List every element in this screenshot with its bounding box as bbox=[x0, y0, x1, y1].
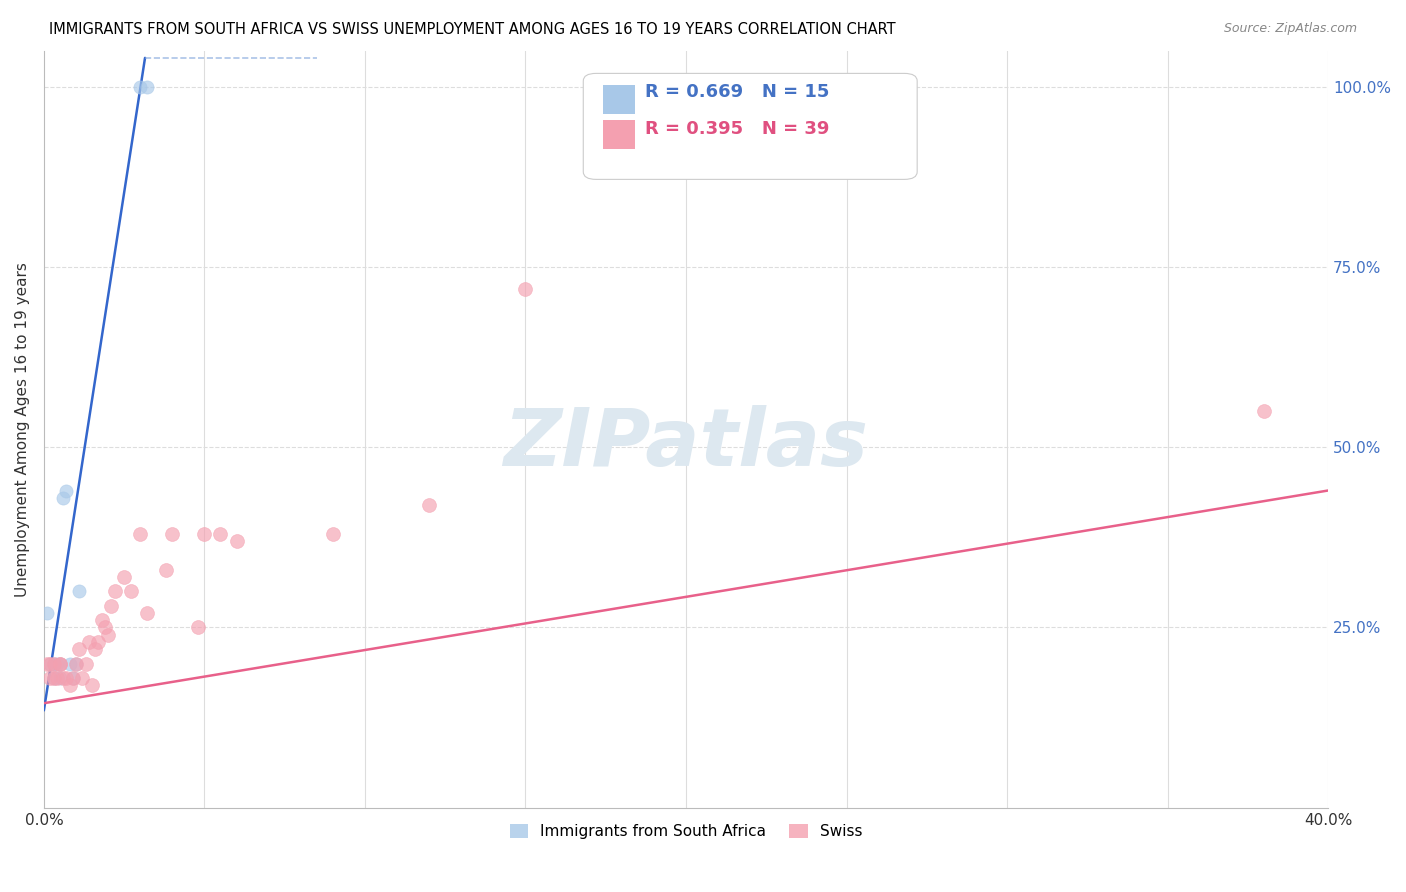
Point bbox=[62, 671, 84, 685]
Point bbox=[129, 526, 152, 541]
Point bbox=[39, 671, 62, 685]
Point bbox=[35, 606, 58, 620]
Y-axis label: Unemployment Among Ages 16 to 19 years: Unemployment Among Ages 16 to 19 years bbox=[15, 261, 30, 597]
Point bbox=[418, 498, 440, 512]
Point bbox=[55, 671, 77, 685]
Point bbox=[155, 563, 177, 577]
Point bbox=[58, 657, 80, 671]
FancyBboxPatch shape bbox=[583, 73, 917, 179]
Text: Source: ZipAtlas.com: Source: ZipAtlas.com bbox=[1223, 22, 1357, 36]
Point bbox=[49, 657, 72, 671]
Point bbox=[55, 483, 77, 498]
Point bbox=[35, 657, 58, 671]
Point bbox=[120, 584, 142, 599]
Point bbox=[162, 526, 184, 541]
Point bbox=[67, 584, 90, 599]
Point bbox=[49, 657, 72, 671]
Text: ZIPatlas: ZIPatlas bbox=[503, 405, 869, 483]
Point bbox=[39, 657, 62, 671]
Point bbox=[42, 657, 65, 671]
Point bbox=[187, 620, 209, 634]
FancyBboxPatch shape bbox=[603, 85, 634, 113]
Point bbox=[75, 657, 97, 671]
Point bbox=[193, 526, 215, 541]
Point bbox=[49, 657, 72, 671]
Point bbox=[49, 671, 72, 685]
Point bbox=[45, 671, 67, 685]
Point bbox=[77, 635, 100, 649]
FancyBboxPatch shape bbox=[603, 120, 634, 149]
Point bbox=[135, 79, 157, 94]
Point bbox=[322, 526, 344, 541]
Point bbox=[58, 678, 80, 692]
Point bbox=[42, 671, 65, 685]
Legend: Immigrants from South Africa, Swiss: Immigrants from South Africa, Swiss bbox=[503, 818, 869, 846]
Point bbox=[129, 79, 152, 94]
Point bbox=[90, 613, 112, 627]
Point bbox=[100, 599, 122, 613]
Point bbox=[80, 678, 103, 692]
Point bbox=[72, 671, 94, 685]
Point bbox=[45, 657, 67, 671]
Point bbox=[515, 282, 537, 296]
Point bbox=[97, 628, 120, 642]
Point bbox=[62, 671, 84, 685]
Point bbox=[209, 526, 232, 541]
Point bbox=[87, 635, 110, 649]
Point bbox=[225, 533, 247, 548]
Text: IMMIGRANTS FROM SOUTH AFRICA VS SWISS UNEMPLOYMENT AMONG AGES 16 TO 19 YEARS COR: IMMIGRANTS FROM SOUTH AFRICA VS SWISS UN… bbox=[49, 22, 896, 37]
Text: R = 0.669   N = 15: R = 0.669 N = 15 bbox=[645, 83, 830, 102]
Point bbox=[103, 584, 125, 599]
Point bbox=[135, 606, 157, 620]
Point bbox=[42, 671, 65, 685]
Point bbox=[52, 671, 75, 685]
Point bbox=[39, 657, 62, 671]
Point bbox=[42, 657, 65, 671]
Point bbox=[1253, 404, 1275, 418]
Point bbox=[112, 570, 135, 584]
Point bbox=[52, 491, 75, 505]
Point bbox=[65, 657, 87, 671]
Point bbox=[84, 642, 107, 657]
Point bbox=[67, 642, 90, 657]
Point bbox=[65, 657, 87, 671]
Text: R = 0.395   N = 39: R = 0.395 N = 39 bbox=[645, 120, 830, 137]
Point bbox=[94, 620, 117, 634]
